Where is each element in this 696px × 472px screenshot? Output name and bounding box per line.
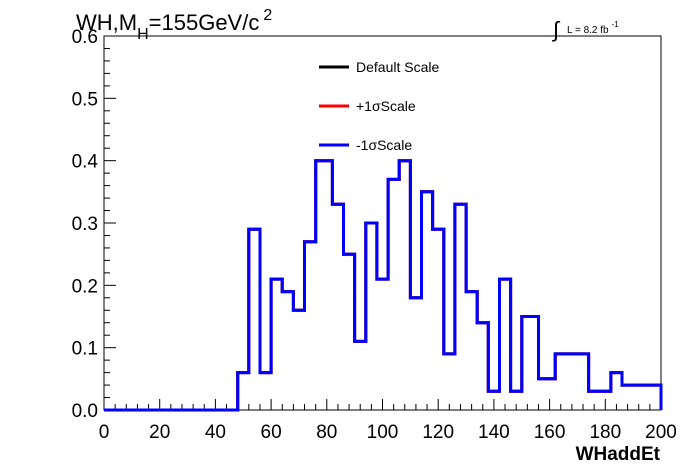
- legend: Default Scale +1σScale -1σScale: [319, 59, 439, 153]
- x-tick-label: 40: [205, 422, 226, 443]
- title-superscript: 2: [263, 7, 272, 24]
- x-tick-label: 20: [149, 422, 170, 443]
- x-tick-label: 160: [534, 422, 566, 443]
- lumi-superscript: -1: [612, 20, 620, 29]
- y-tick-label: 0.6: [72, 27, 98, 48]
- legend-entry-default-scale: Default Scale: [319, 59, 439, 75]
- y-tick-label: 0.3: [72, 214, 98, 235]
- legend-entry-minus-1sigma-scale: -1σScale: [319, 137, 412, 153]
- legend-entry-plus-1sigma-scale: +1σScale: [319, 98, 416, 114]
- y-tick-label: 0.0: [72, 401, 98, 422]
- x-tick-label: 60: [261, 422, 282, 443]
- x-tick-label: 100: [367, 422, 399, 443]
- y-tick-label: 0.1: [72, 339, 98, 360]
- axis-ticks: [103, 35, 662, 411]
- legend-label-plus-1sigma-scale: +1σScale: [356, 98, 416, 114]
- x-tick-label: 80: [316, 422, 337, 443]
- x-tick-label: 120: [422, 422, 454, 443]
- title-main: =155GeV/c: [149, 10, 260, 35]
- x-tick-label: 140: [478, 422, 510, 443]
- lumi-integral-symbol: ∫: [551, 17, 561, 42]
- tick-labels: 0 20 40 60 80 100 120 140 160 180 200 0.0 0.1 0.2 0.3 0…: [72, 27, 677, 443]
- legend-label-minus-1sigma-scale: -1σScale: [356, 137, 412, 153]
- lumi-label: L = 8.2 fb-1: [567, 20, 619, 36]
- chart-title: WH,MH=155GeV/c 2: [76, 7, 272, 43]
- y-tick-label: 0.4: [72, 152, 99, 173]
- y-tick-label: 0.5: [72, 89, 98, 110]
- lumi-text: L = 8.2 fb: [567, 25, 609, 36]
- x-tick-label: 200: [645, 422, 677, 443]
- title-prefix: WH,M: [76, 10, 137, 35]
- x-tick-label: 180: [589, 422, 621, 443]
- y-tick-label: 0.2: [72, 276, 98, 297]
- x-tick-label: 0: [99, 422, 110, 443]
- x-axis-label: WHaddEt: [576, 444, 661, 465]
- series-line-minus-1sigma-scale: [104, 159, 663, 412]
- legend-label-default-scale: Default Scale: [356, 59, 439, 75]
- title-subscript: H: [137, 26, 149, 43]
- series-lines: [104, 159, 663, 412]
